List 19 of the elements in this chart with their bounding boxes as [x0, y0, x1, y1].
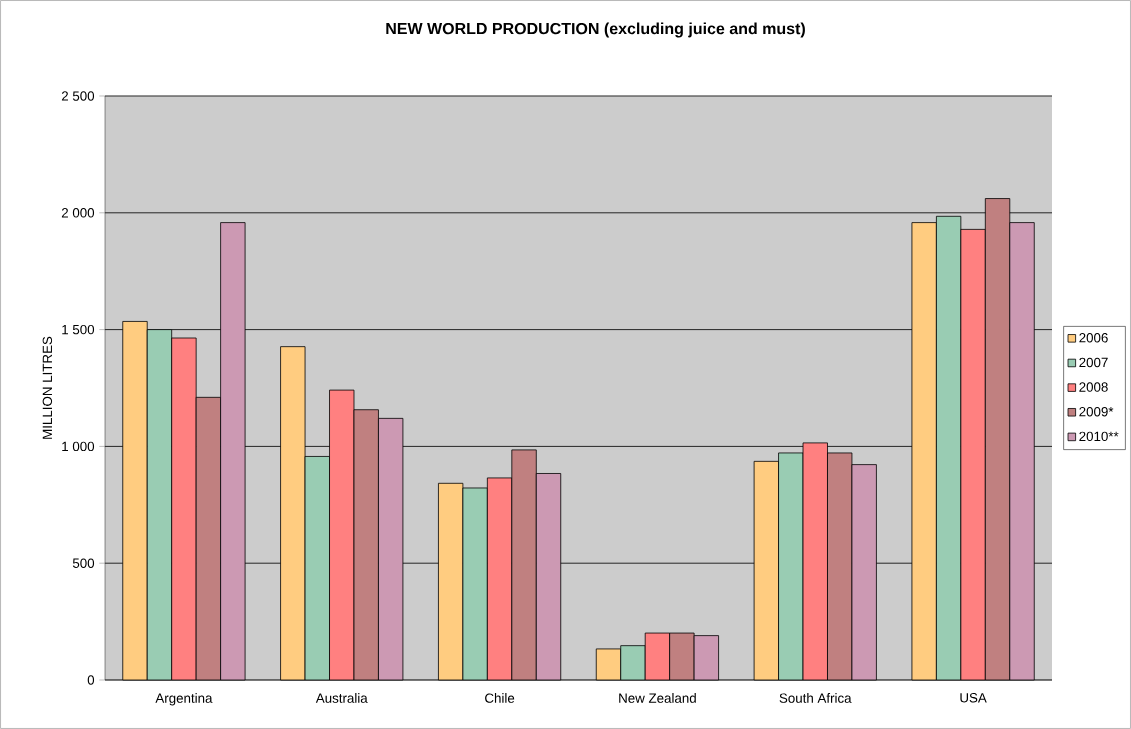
y-tick-label: 500 [72, 558, 95, 568]
legend-label: 2009* [1079, 406, 1114, 417]
chart-title: NEW WORLD PRODUCTION (excluding juice and must) [386, 22, 805, 38]
x-tick-label: USA [960, 693, 987, 703]
y-tick-label: 1 000 [62, 441, 95, 452]
y-axis-title: MILLION LITRES [42, 336, 53, 439]
y-tick-label: 0 [87, 675, 95, 685]
y-tick-label: 2 500 [61, 91, 95, 101]
x-tick-label: Argentina [155, 693, 213, 706]
y-tick-label: 1 500 [62, 324, 95, 335]
legend-label: 2006 [1079, 333, 1108, 343]
y-tick-label: 2 000 [61, 208, 95, 218]
x-tick-label: South Africa [779, 693, 852, 703]
legend-label: 2008 [1079, 382, 1108, 392]
x-tick-label: New Zealand [619, 693, 696, 703]
x-tick-label: Chile [485, 693, 515, 703]
legend-label: 2010** [1079, 431, 1119, 442]
legend-label: 2007 [1079, 357, 1108, 368]
x-tick-label: Australia [315, 693, 368, 703]
